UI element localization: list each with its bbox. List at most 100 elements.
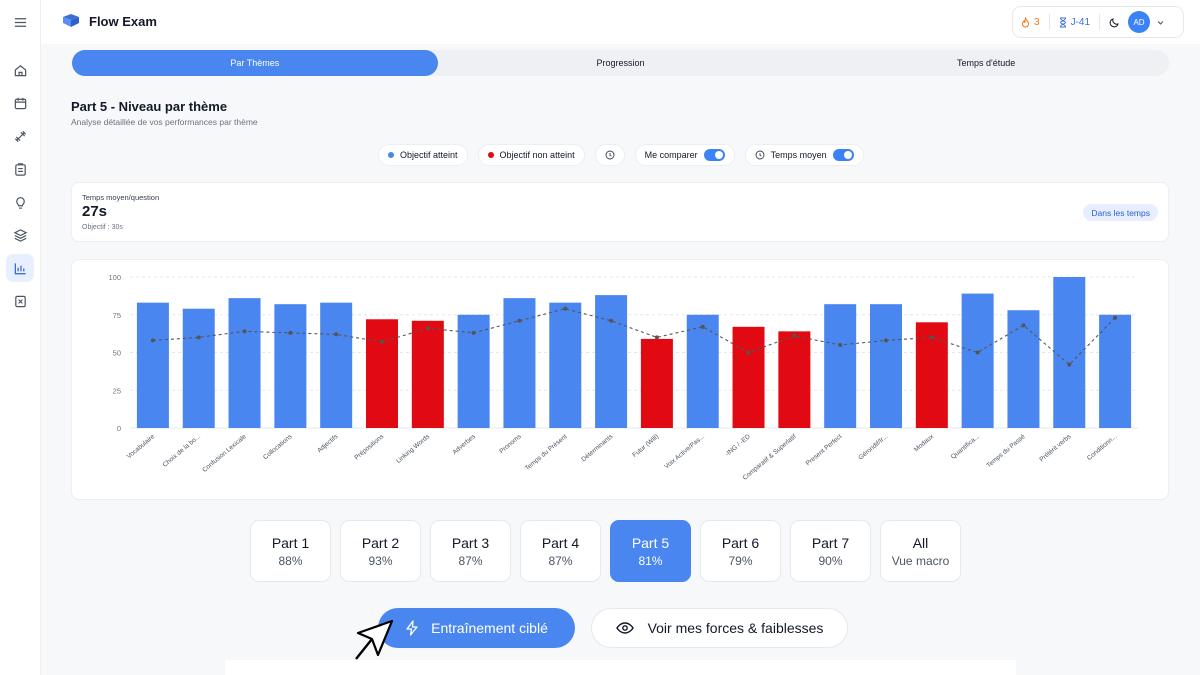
lightbulb-icon[interactable] [6,188,34,216]
part-card-5[interactable]: Part 5 81% [610,520,691,582]
chart-bar [274,304,307,428]
dumbbell-icon[interactable] [6,122,34,150]
blue-dot-icon [388,152,394,158]
avg-time-switch[interactable] [832,149,854,161]
part-card-7[interactable]: Part 7 90% [790,520,871,582]
part-card-all[interactable]: All Vue macro [880,520,961,582]
avg-time-card: Temps moyen/question 27s Objectif : 30s … [71,182,1169,242]
exam-icon[interactable] [6,287,34,315]
strengths-weaknesses-button[interactable]: Voir mes forces & faiblesses [591,608,848,648]
chart-bar [549,302,582,428]
clipboard-icon[interactable] [6,155,34,183]
part-card-6[interactable]: Part 6 79% [700,520,781,582]
flame-icon [1021,16,1030,27]
x-tick-label: Voix Active/Pas... [663,433,706,471]
calendar-icon[interactable] [6,89,34,117]
section-subtitle: Analyse détaillée de vos performances pa… [71,117,258,127]
avg-time-point [1113,315,1118,320]
chart-bar [961,293,994,428]
moon-icon[interactable] [1109,17,1120,28]
targeted-training-button[interactable]: Entraînement ciblé [378,608,575,648]
avg-time-point [792,333,797,338]
part-name: Part 7 [811,534,850,551]
avg-time-value: 27s [82,203,108,220]
part-card-1[interactable]: Part 1 88% [250,520,331,582]
part-card-4[interactable]: Part 4 87% [520,520,601,582]
part-name: Part 1 [271,534,310,551]
chevron-down-icon[interactable] [1156,18,1165,27]
chart-bar [228,298,261,428]
streak-count: 3 [1034,16,1040,28]
mouse-cursor-icon [355,619,394,660]
compare-switch[interactable] [703,149,725,161]
home-icon[interactable] [6,56,34,84]
avg-time-goal: Objectif : 30s [82,224,123,231]
compare-toggle[interactable]: Me comparer [634,144,735,166]
main-content: Par Thèmes Progression Temps d'étude Par… [41,44,1200,675]
app-logo[interactable]: Flow Exam [61,12,157,30]
avg-time-point [380,339,384,344]
part-name: Part 4 [541,534,580,551]
layers-icon[interactable] [6,221,34,249]
tab-temps-etude[interactable]: Temps d'étude [957,58,1016,68]
avg-time-point [334,332,339,337]
x-tick-label: Comparatif & Superlatif [742,433,798,482]
chart-bar [595,295,628,428]
avg-time-point [288,330,293,335]
x-tick-label: Pronoms [498,433,523,456]
view-tabs: Par Thèmes Progression Temps d'étude [72,50,1169,76]
chart-bar [411,320,444,428]
chart-icon[interactable] [6,254,34,282]
x-tick-label: Conditionn... [1086,433,1119,462]
x-tick-label: Quantifica... [950,433,981,461]
part-score: Vue macro [891,553,950,568]
logo-icon [63,14,79,27]
avg-time-toggle[interactable]: Temps moyen [744,144,864,166]
legend-not-achieved[interactable]: Objectif non atteint [477,144,585,166]
chart-bar [503,298,536,428]
x-tick-label: Futur (Will) [631,433,660,459]
x-tick-label: Adverbes [451,433,477,456]
user-menu[interactable]: 3 J-41 AD [1012,6,1184,38]
x-tick-label: Prépositions [353,433,385,462]
part-card-3[interactable]: Part 3 87% [430,520,511,582]
avg-time-point [425,326,430,331]
status-badge: Dans les temps [1083,204,1158,221]
targeted-training-label: Entraînement ciblé [431,620,548,636]
x-tick-label: Adjectifs [316,433,340,455]
exam-countdown: J-41 [1059,17,1090,28]
avg-time-point [242,329,247,334]
part-selector: Part 1 88% Part 2 93% Part 3 87% Part 4 87% … [250,520,961,582]
avg-time-point [700,324,705,329]
chart-bar [686,314,719,428]
x-tick-label: Temps du Présent [524,433,569,472]
part-name: Part 3 [451,534,490,551]
avg-time-point [1067,362,1072,367]
avg-time-point [884,338,888,343]
part-name: All [912,534,929,551]
avatar[interactable]: AD [1128,11,1151,33]
red-dot-icon [487,152,494,158]
part-name: Part 5 [631,534,670,551]
y-tick-label: 25 [113,386,121,395]
avg-time-point [150,338,155,343]
tab-progression[interactable]: Progression [596,58,645,68]
avg-time-point [196,335,201,340]
chart-bar [136,302,169,428]
x-tick-label: Confusion Lexicale [201,433,248,474]
tab-par-themes[interactable]: Par Thèmes [72,50,438,76]
x-tick-label: Choix de la bo... [162,433,203,469]
legend-achieved-label: Objectif atteint [400,150,458,160]
legend-achieved[interactable]: Objectif atteint [378,144,468,166]
theme-chart-card: 0 25 50 75 100 Vocabulaire Choix de la bo... Co… [71,259,1169,500]
part-card-2[interactable]: Part 2 93% [340,520,421,582]
chart-bar [915,322,948,428]
clock-filter-button[interactable] [594,144,625,166]
eye-icon [615,622,634,634]
x-tick-label: Collocations [262,433,294,462]
y-tick-label: 100 [108,273,121,282]
menu-icon[interactable] [6,8,34,36]
part-score: 88% [278,553,303,568]
x-tick-label: Déterminants [580,433,615,464]
